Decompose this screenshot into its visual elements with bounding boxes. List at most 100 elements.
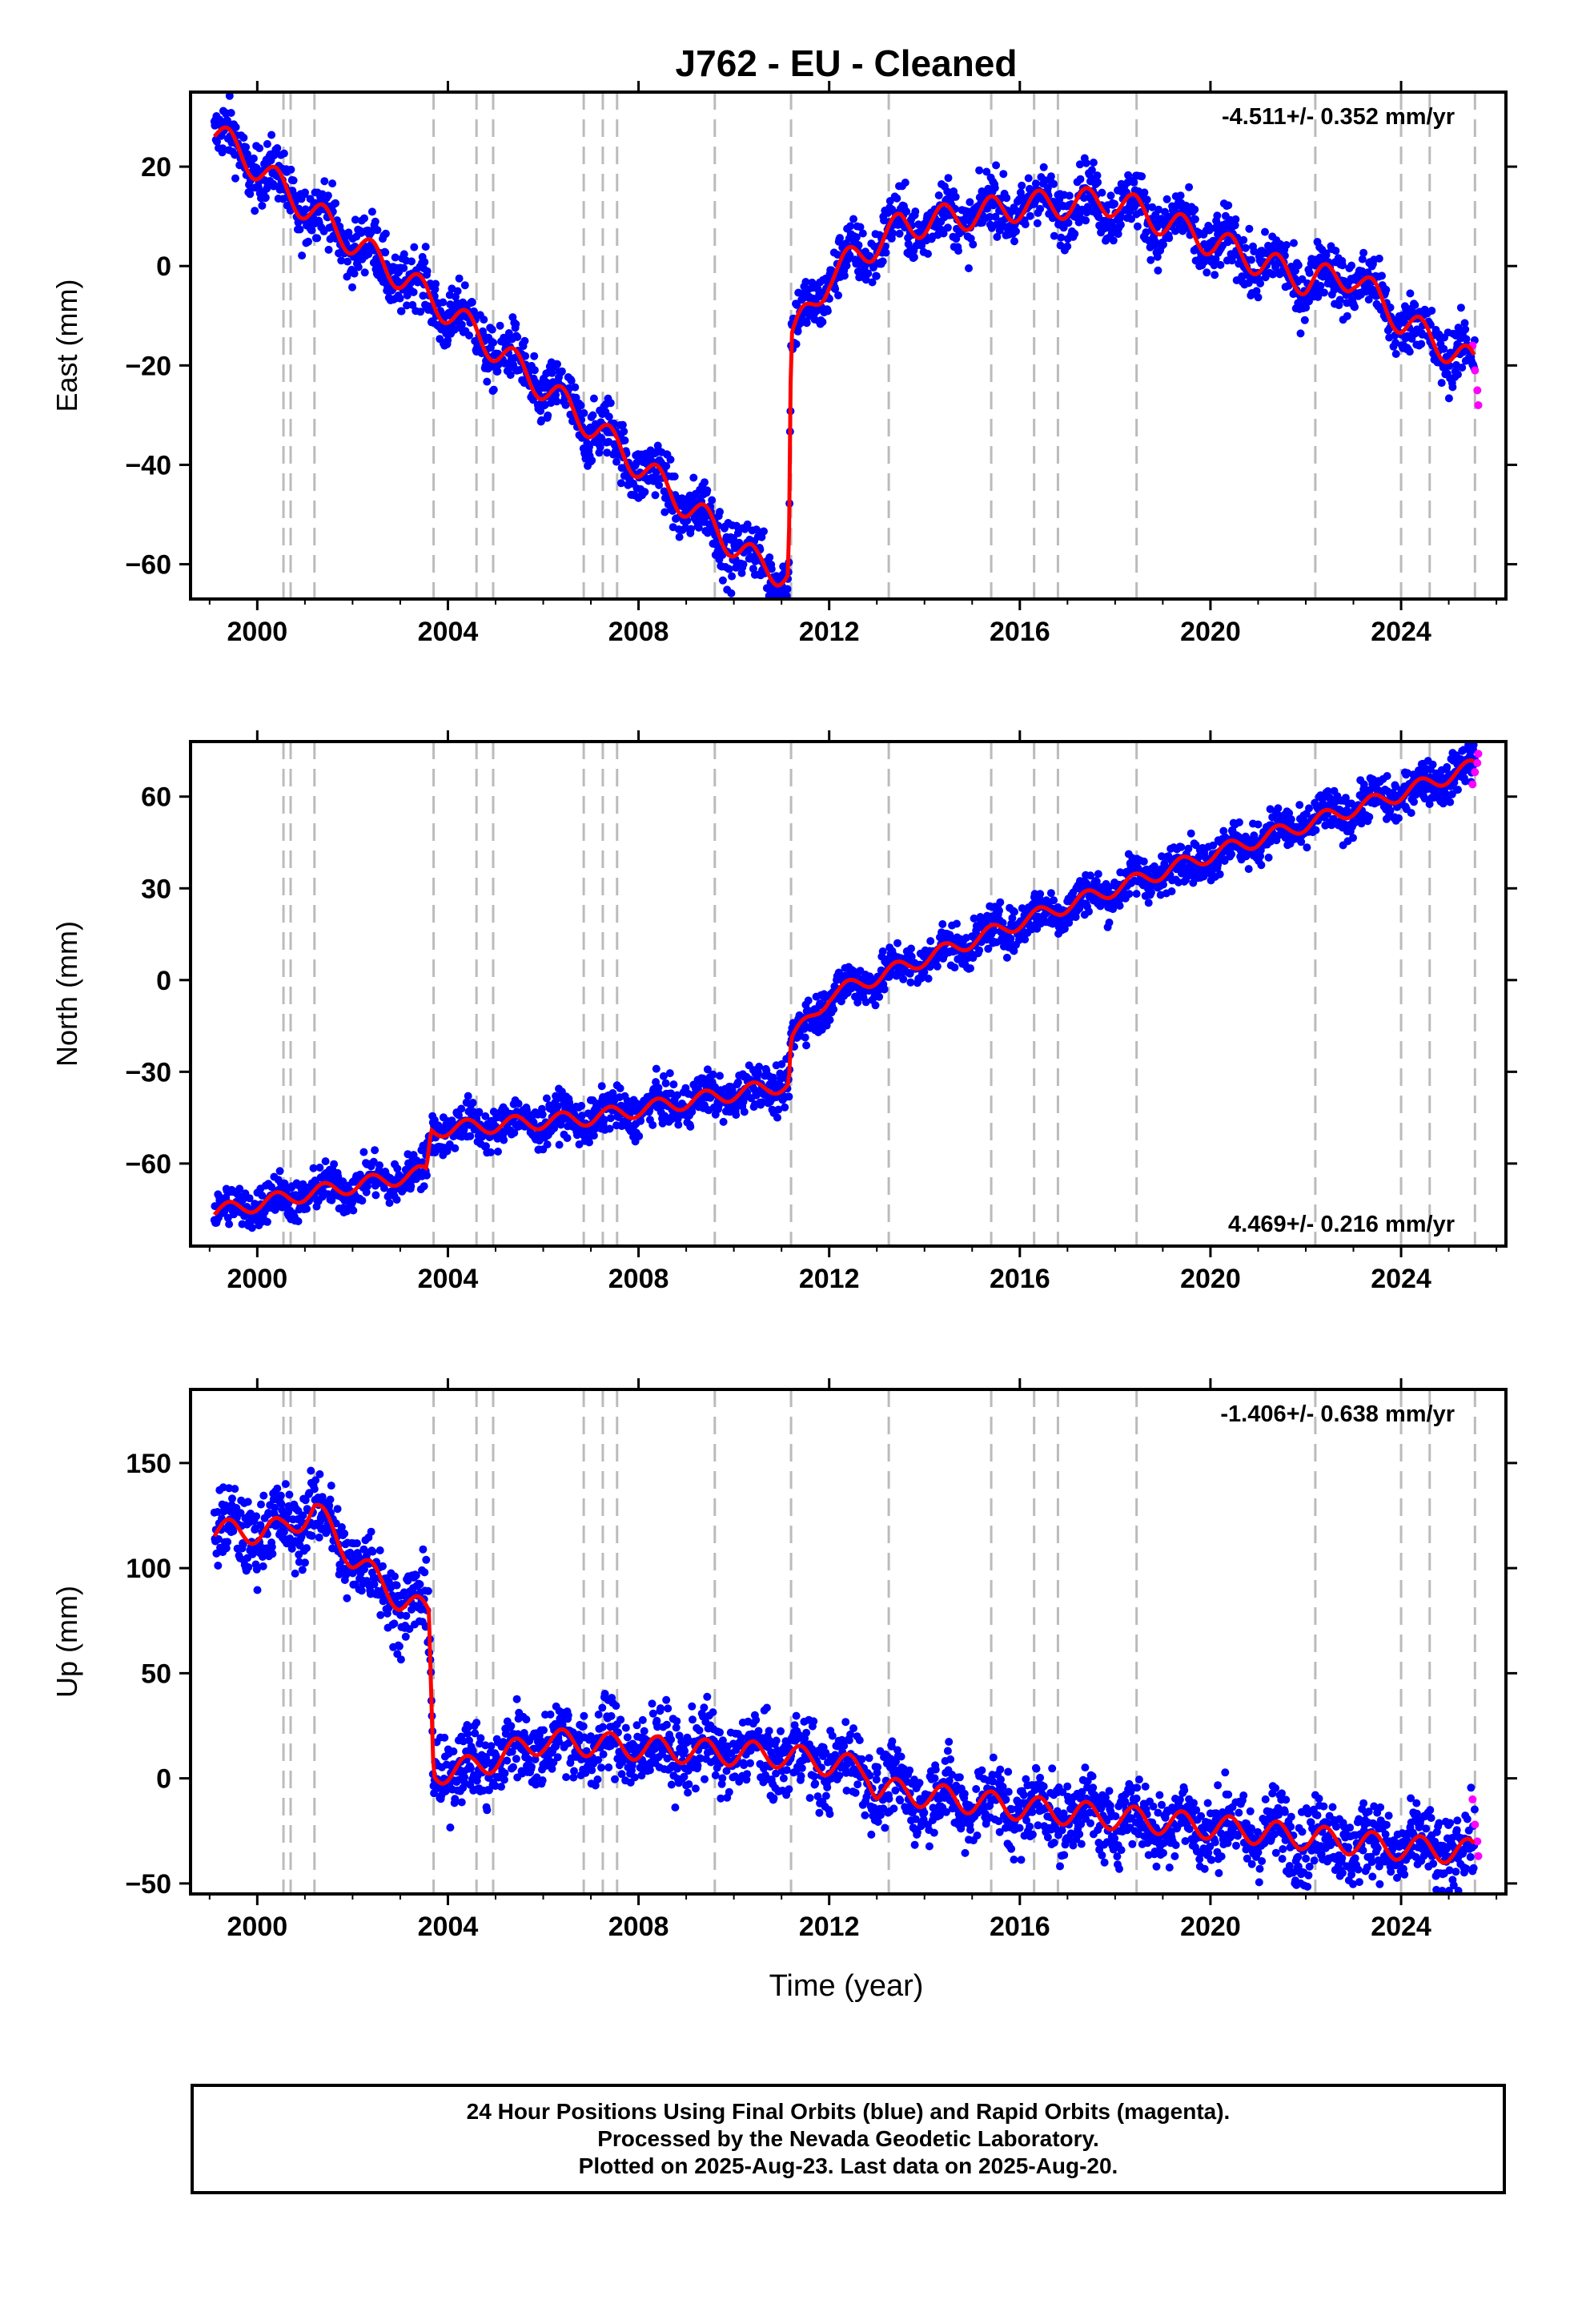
east-final-orbit-point bbox=[1241, 243, 1250, 252]
east-x-tick-label: 2000 bbox=[227, 617, 288, 647]
east-final-orbit-point bbox=[231, 123, 240, 131]
north-y-tick-label: 30 bbox=[141, 874, 171, 904]
east-final-orbit-point bbox=[1213, 211, 1222, 220]
north-final-orbit-point bbox=[906, 978, 915, 987]
east-final-orbit-point bbox=[1154, 266, 1162, 275]
east-final-orbit-point bbox=[267, 131, 276, 139]
east-final-orbit-point bbox=[966, 198, 974, 207]
east-final-orbit-point bbox=[1082, 216, 1090, 225]
east-final-orbit-point bbox=[951, 192, 960, 201]
east-final-orbit-point bbox=[1261, 227, 1269, 236]
north-final-orbit-point bbox=[648, 1120, 657, 1129]
east-final-orbit-point bbox=[677, 494, 686, 503]
north-rapid-orbit-point bbox=[1473, 758, 1482, 767]
east-final-orbit-point bbox=[1247, 255, 1255, 264]
north-final-orbit-point bbox=[616, 1084, 624, 1092]
east-final-orbit-point bbox=[954, 247, 962, 255]
north-final-orbit-point bbox=[1454, 786, 1462, 794]
east-final-orbit-point bbox=[1300, 316, 1309, 324]
east-final-orbit-point bbox=[1024, 174, 1033, 183]
east-final-orbit-point bbox=[1351, 303, 1359, 312]
east-final-orbit-point bbox=[1294, 261, 1303, 270]
east-final-orbit-point bbox=[1211, 271, 1219, 279]
north-rapid-orbit-point bbox=[1474, 750, 1483, 758]
north-final-orbit-point bbox=[392, 1196, 401, 1204]
north-final-orbit-point bbox=[420, 1182, 428, 1191]
north-final-orbit-point bbox=[975, 946, 984, 955]
north-final-orbit-point bbox=[1167, 887, 1176, 895]
north-final-orbit-point bbox=[995, 907, 1003, 915]
east-final-orbit-point bbox=[567, 376, 576, 385]
east-final-orbit-point bbox=[246, 190, 255, 199]
north-x-tick-label: 2008 bbox=[608, 1264, 669, 1294]
east-final-orbit-point bbox=[1203, 268, 1211, 277]
north-final-orbit-point bbox=[1383, 772, 1391, 780]
east-final-orbit-point bbox=[1076, 175, 1085, 183]
east-final-orbit-point bbox=[460, 281, 469, 290]
east-final-orbit-point bbox=[1254, 293, 1263, 302]
north-final-orbit-point bbox=[733, 1078, 742, 1087]
north-final-orbit-point bbox=[1046, 889, 1055, 898]
east-final-orbit-point bbox=[718, 576, 727, 585]
east-final-orbit-point bbox=[506, 371, 515, 380]
east-final-orbit-point bbox=[1098, 188, 1106, 197]
east-final-orbit-point bbox=[840, 271, 849, 280]
east-final-orbit-point bbox=[1282, 241, 1291, 249]
east-final-orbit-point bbox=[530, 366, 539, 375]
east-final-orbit-point bbox=[323, 191, 332, 200]
east-event-lines bbox=[282, 92, 1476, 599]
east-final-orbit-point bbox=[604, 412, 613, 421]
east-final-orbit-point bbox=[432, 279, 440, 288]
east-final-orbit-point bbox=[1089, 159, 1098, 167]
north-final-orbit-point bbox=[275, 1167, 284, 1176]
north-final-orbit-point bbox=[563, 1134, 572, 1143]
east-final-orbit-point bbox=[1094, 178, 1102, 187]
east-final-orbit-point bbox=[457, 320, 466, 329]
north-final-orbit-point bbox=[1146, 888, 1155, 897]
east-final-orbit-point bbox=[225, 91, 234, 100]
east-y-tick-label: 0 bbox=[156, 251, 171, 282]
north-final-orbit-point bbox=[635, 1132, 644, 1140]
east-final-orbit-point bbox=[765, 553, 774, 561]
east-final-orbit-point bbox=[901, 179, 909, 187]
east-final-orbit-point bbox=[585, 443, 593, 451]
east-final-orbit-point bbox=[1065, 191, 1074, 200]
north-final-orbit-point bbox=[500, 1136, 508, 1144]
east-panel: 2000 2004 2008 2012 2016 2020 2024200−20−40−60… bbox=[50, 81, 1517, 647]
north-final-orbit-point bbox=[303, 1204, 311, 1213]
north-final-orbit-point bbox=[1395, 814, 1403, 822]
north-final-orbit-point bbox=[321, 1157, 330, 1166]
east-final-orbit-point bbox=[552, 391, 560, 399]
east-final-orbit-point bbox=[360, 268, 369, 277]
north-final-orbit-point bbox=[1443, 762, 1452, 771]
east-x-tick-label: 2020 bbox=[1180, 617, 1241, 647]
east-final-orbit-point bbox=[408, 257, 416, 266]
north-final-orbit-point bbox=[1287, 815, 1295, 824]
north-final-orbit-point bbox=[451, 1144, 460, 1152]
east-final-orbit-point bbox=[348, 283, 356, 292]
north-x-tick-label: 2004 bbox=[418, 1264, 479, 1294]
east-final-orbit-point bbox=[618, 420, 627, 429]
east-final-orbit-point bbox=[512, 320, 520, 328]
east-final-orbit-point bbox=[1050, 231, 1058, 240]
east-final-orbit-point bbox=[728, 572, 737, 581]
east-final-orbit-point bbox=[1176, 191, 1185, 200]
north-final-orbit-point bbox=[773, 1113, 781, 1122]
east-final-orbit-point bbox=[616, 479, 625, 488]
north-final-orbit-point bbox=[555, 1140, 564, 1149]
east-final-orbit-point bbox=[1359, 248, 1368, 257]
east-final-orbit-point bbox=[670, 472, 679, 480]
east-final-orbit-point bbox=[1070, 230, 1079, 238]
north-final-orbit-point bbox=[755, 1063, 764, 1071]
east-final-orbit-point bbox=[396, 294, 404, 303]
east-final-orbit-point bbox=[687, 525, 695, 533]
north-final-orbit-point bbox=[1349, 834, 1357, 842]
north-final-orbit-point bbox=[652, 1064, 661, 1073]
east-final-orbit-point bbox=[219, 144, 227, 153]
east-final-orbit-point bbox=[391, 253, 400, 262]
north-final-orbit-point bbox=[785, 1092, 793, 1101]
east-final-orbit-point bbox=[307, 226, 316, 235]
east-rapid-orbit-point bbox=[1471, 366, 1480, 375]
east-final-orbit-point bbox=[655, 480, 664, 489]
east-final-orbit-point bbox=[834, 291, 842, 300]
